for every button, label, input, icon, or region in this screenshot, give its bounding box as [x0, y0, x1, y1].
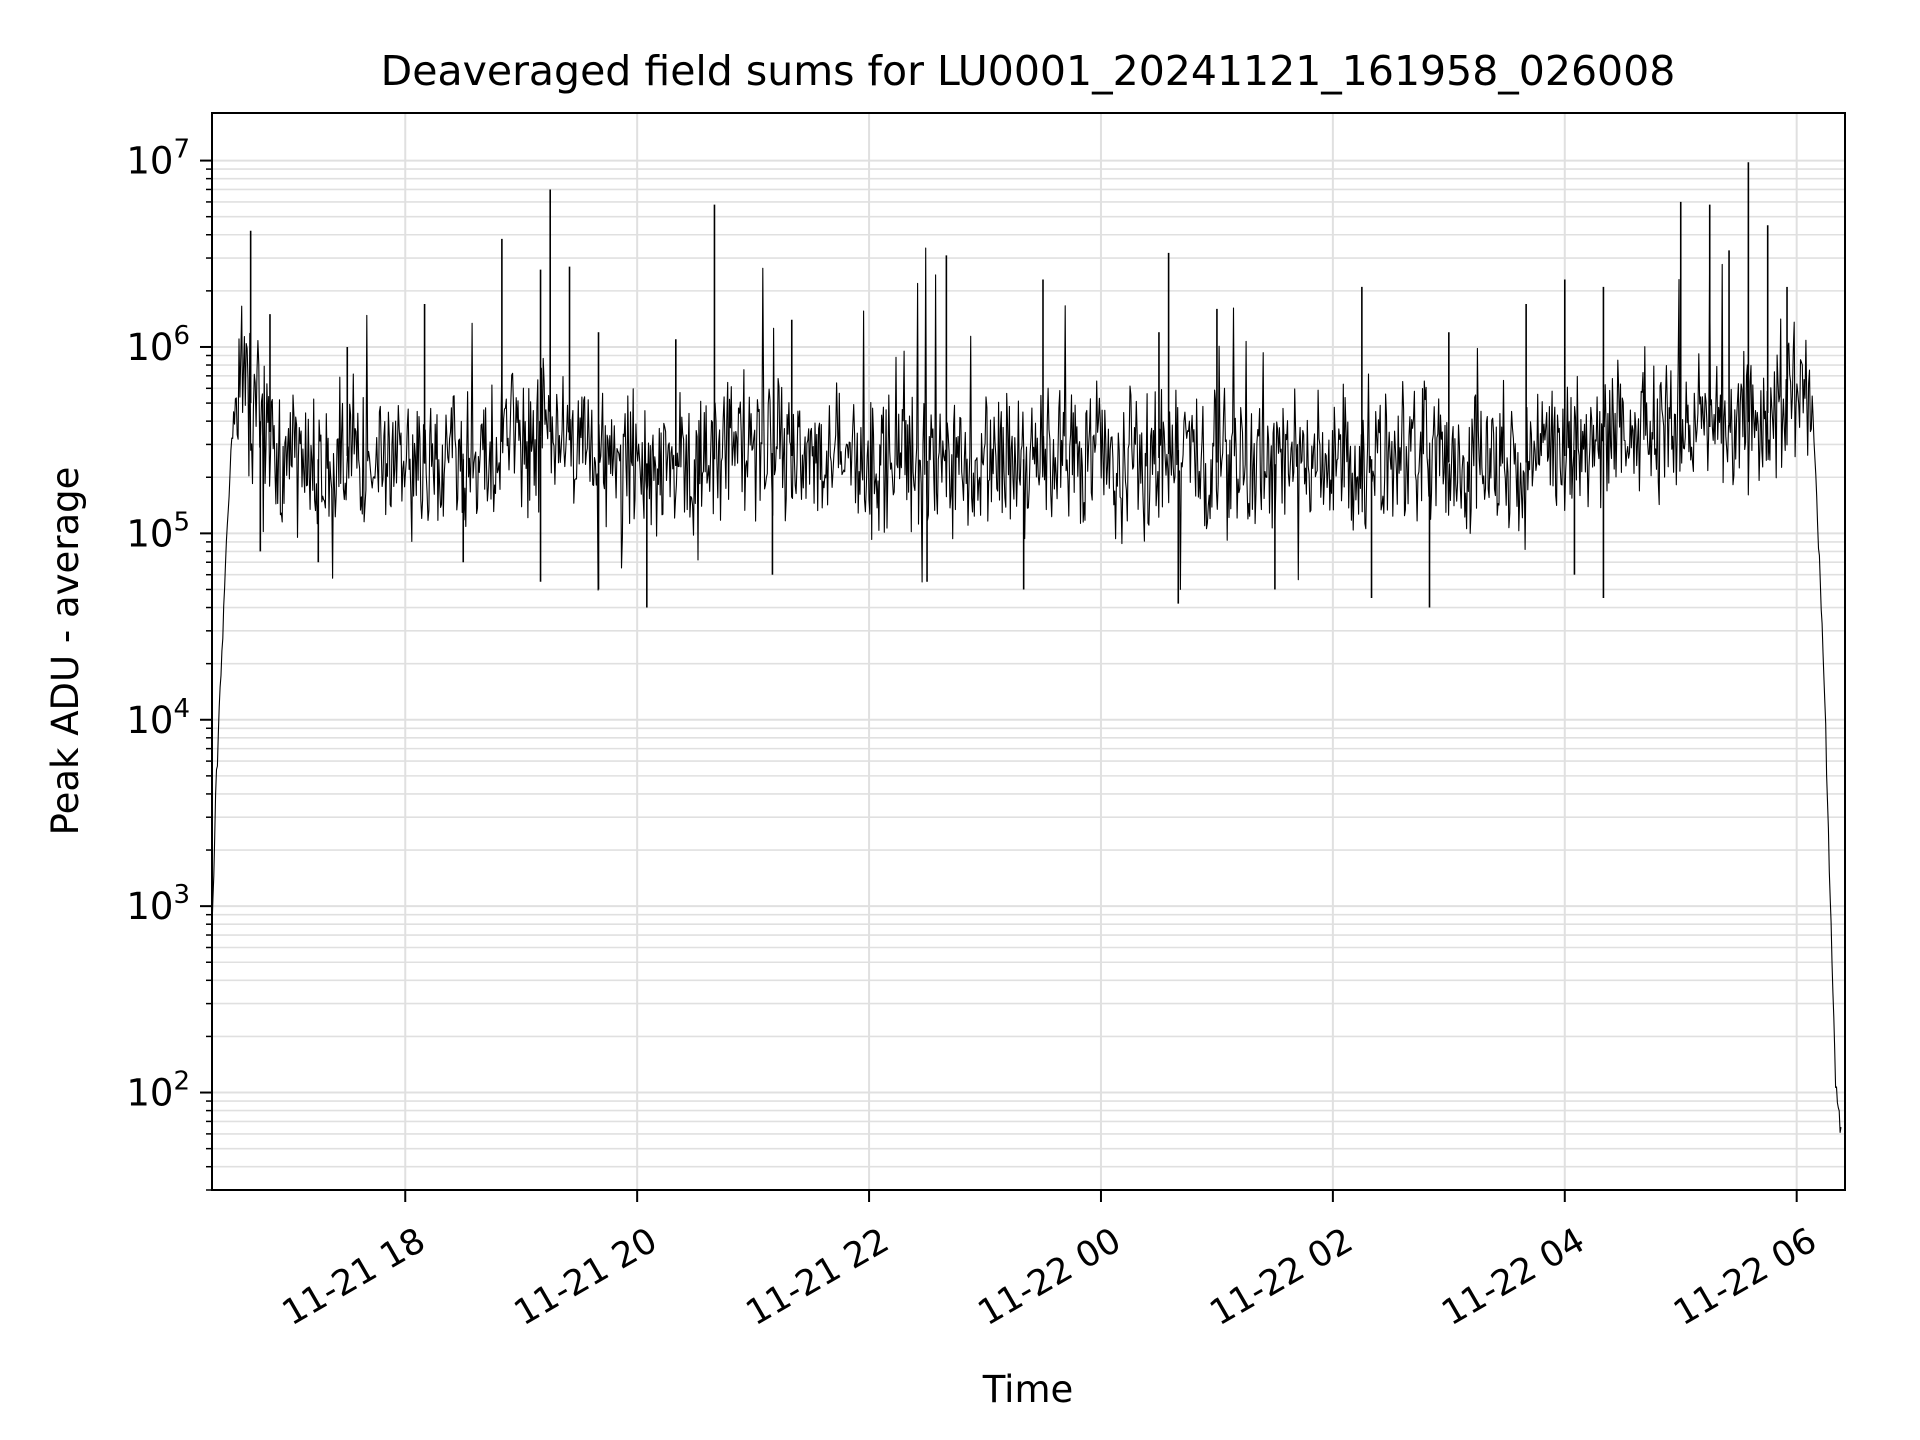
chart-title: Deaveraged field sums for LU0001_2024112…: [381, 47, 1676, 95]
y-tick-label: 105: [126, 507, 190, 555]
y-tick-label: 106: [126, 321, 190, 369]
plot-frame: [211, 112, 1846, 1191]
y-axis: 102 103 104 105 106 107: [126, 135, 212, 1191]
y-axis-label: Peak ADU - average: [44, 467, 87, 836]
y-tick-label: 103: [126, 880, 190, 928]
y-tick-label: 107: [126, 135, 190, 183]
x-axis-label: Time: [982, 1368, 1074, 1411]
y-tick-label: 104: [126, 694, 190, 742]
series-layer: [211, 162, 1842, 1133]
series-line: [211, 247, 1842, 1133]
y-tick-label: 102: [126, 1067, 190, 1115]
